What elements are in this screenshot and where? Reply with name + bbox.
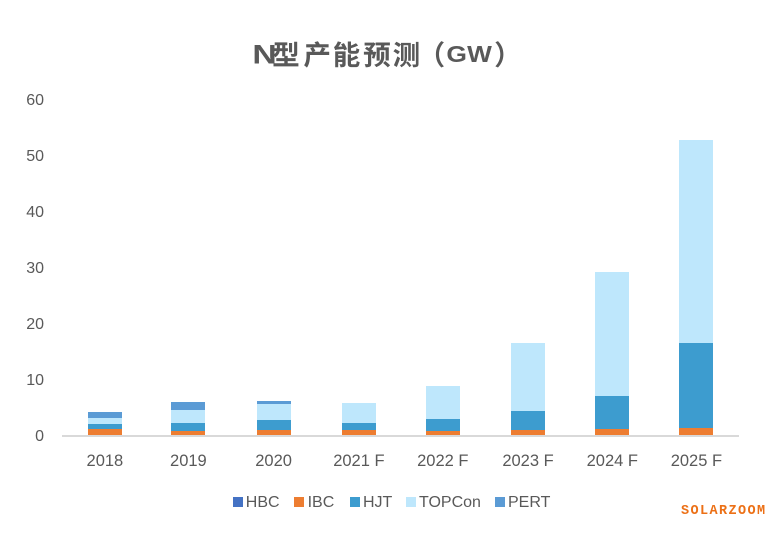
svg-text:G: G: [446, 43, 467, 68]
svg-text:N: N: [252, 40, 276, 70]
svg-text:W: W: [467, 43, 493, 68]
